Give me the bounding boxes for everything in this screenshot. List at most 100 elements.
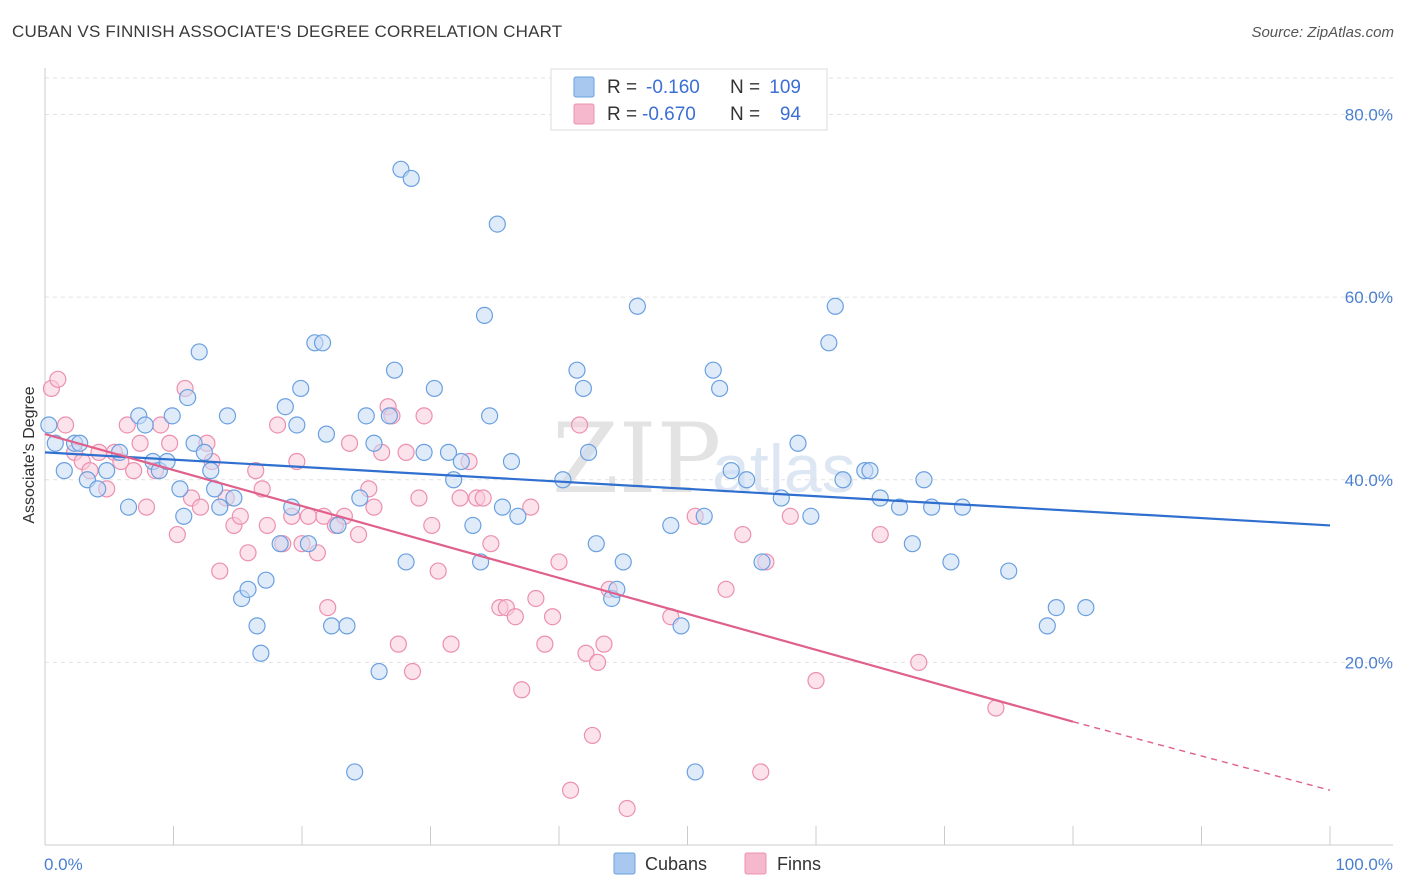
y-tick-label: 60.0% bbox=[1345, 288, 1393, 307]
y-axis-label: Associate's Degree bbox=[21, 386, 38, 523]
cubans-point bbox=[239, 580, 257, 598]
cubans-point bbox=[1077, 598, 1095, 617]
cubans-point bbox=[871, 489, 889, 507]
finns-point bbox=[49, 370, 67, 388]
cubans-point bbox=[445, 471, 463, 489]
cubans-point bbox=[554, 471, 572, 489]
cubans-point bbox=[834, 471, 852, 489]
cubans-point bbox=[820, 334, 838, 352]
finns-point bbox=[474, 489, 492, 507]
cubans-point bbox=[695, 507, 713, 525]
cubans-point bbox=[346, 763, 364, 781]
finns-point bbox=[365, 498, 383, 516]
cubans-point bbox=[380, 407, 398, 425]
finns-point bbox=[588, 653, 607, 671]
cubans-point bbox=[1038, 617, 1056, 635]
finns-point bbox=[543, 608, 562, 626]
finns-point bbox=[397, 443, 415, 461]
finns-point bbox=[442, 635, 460, 653]
finns-point bbox=[258, 516, 276, 535]
cubans-point bbox=[288, 416, 306, 434]
watermark: ZIP atlas bbox=[552, 403, 856, 515]
cubans-point bbox=[826, 297, 844, 315]
finns-point bbox=[340, 434, 359, 452]
cubans-point bbox=[628, 297, 646, 315]
cubans-point bbox=[753, 553, 771, 571]
bottom-legend-swatch-finns bbox=[744, 852, 767, 875]
finns-point bbox=[231, 507, 249, 525]
axes bbox=[44, 68, 1393, 846]
legend-bottom: Cubans Finns bbox=[613, 852, 821, 875]
finns-point bbox=[137, 498, 156, 516]
cubans-point bbox=[322, 617, 341, 635]
finns-point bbox=[299, 507, 318, 525]
trend-line-finns bbox=[44, 433, 1074, 723]
finns-point bbox=[752, 763, 770, 781]
finns-point bbox=[583, 726, 602, 745]
cubans-point bbox=[1000, 562, 1018, 580]
cubans-point bbox=[163, 407, 181, 425]
cubans-point bbox=[686, 763, 704, 781]
finns-point bbox=[118, 416, 136, 434]
finns-point bbox=[527, 589, 545, 608]
finns-point bbox=[482, 535, 500, 553]
cubans-point bbox=[329, 516, 347, 535]
cubans-point bbox=[464, 516, 482, 535]
cubans-point bbox=[292, 379, 310, 398]
finns-point bbox=[268, 416, 287, 434]
finns-point bbox=[595, 635, 613, 653]
bottom-legend-label-cubans: Cubans bbox=[645, 854, 707, 874]
cubans-point bbox=[202, 462, 220, 480]
cubans-point bbox=[452, 452, 470, 471]
finns-point bbox=[168, 525, 186, 544]
cubans-point bbox=[98, 462, 116, 480]
cubans-point bbox=[252, 644, 270, 662]
finns-point bbox=[513, 681, 531, 699]
cubans-point bbox=[313, 334, 332, 352]
cubans-point bbox=[171, 480, 189, 498]
finns-point bbox=[910, 653, 928, 671]
cubans-point bbox=[738, 471, 756, 489]
finns-point bbox=[389, 635, 407, 653]
cubans-point bbox=[402, 169, 420, 188]
cubans-point bbox=[942, 553, 960, 571]
legend-r-label-cubans: R = bbox=[607, 77, 637, 98]
trend-lines bbox=[44, 433, 1331, 791]
cubans-point bbox=[351, 489, 369, 507]
cubans-point bbox=[338, 617, 356, 635]
cubans-point bbox=[40, 416, 58, 434]
cubans-point bbox=[439, 443, 458, 461]
cubans-point bbox=[509, 507, 527, 525]
legend-box bbox=[550, 68, 828, 131]
legend-swatch-cubans bbox=[573, 76, 595, 98]
cubans-point bbox=[211, 498, 229, 516]
cubans-point bbox=[425, 379, 443, 398]
cubans-point bbox=[89, 480, 107, 498]
cubans-point bbox=[55, 462, 73, 480]
cubans-point bbox=[481, 407, 499, 425]
cubans-point bbox=[475, 306, 494, 325]
cubans-point bbox=[722, 462, 740, 480]
finns-point bbox=[239, 544, 257, 562]
cubans-point bbox=[119, 498, 138, 516]
legend-n-label-finns: N = bbox=[730, 104, 760, 125]
finns-point bbox=[550, 553, 568, 571]
cubans-point bbox=[415, 443, 433, 461]
cubans-point bbox=[953, 498, 972, 516]
finns-point bbox=[429, 562, 447, 580]
cubans-point bbox=[257, 571, 275, 589]
cubans-point bbox=[579, 443, 598, 461]
finns-point bbox=[618, 799, 636, 818]
cubans-point bbox=[789, 434, 807, 452]
chart-title: CUBAN VS FINNISH ASSOCIATE'S DEGREE CORR… bbox=[12, 22, 563, 41]
finns-point bbox=[781, 507, 799, 525]
cubans-point bbox=[672, 617, 690, 635]
finns-point bbox=[807, 672, 825, 690]
finns-point bbox=[451, 489, 469, 507]
trend-line-finns-extension bbox=[1072, 721, 1331, 791]
cubans-point bbox=[662, 516, 680, 535]
cubans-point bbox=[357, 407, 375, 425]
bottom-legend-label-finns: Finns bbox=[777, 854, 821, 874]
finns-point bbox=[522, 498, 540, 516]
y-tick-labels: 20.0% 40.0% 60.0% 80.0% bbox=[1345, 106, 1393, 673]
